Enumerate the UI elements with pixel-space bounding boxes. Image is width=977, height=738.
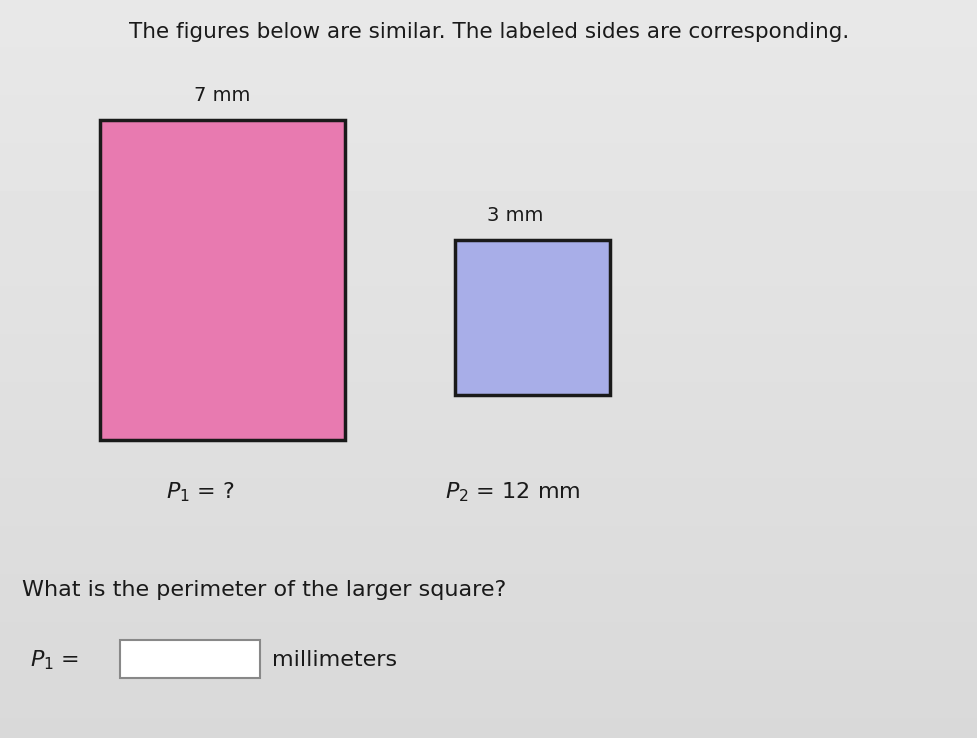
Text: 7 mm: 7 mm xyxy=(193,86,250,105)
Text: 3 mm: 3 mm xyxy=(487,206,543,225)
Text: What is the perimeter of the larger square?: What is the perimeter of the larger squa… xyxy=(21,580,506,600)
Bar xyxy=(100,120,345,440)
Text: millimeters: millimeters xyxy=(272,650,397,670)
Text: The figures below are similar. The labeled sides are corresponding.: The figures below are similar. The label… xyxy=(129,22,848,42)
Text: $P_1$ =: $P_1$ = xyxy=(30,648,79,672)
Text: $P_2$ = 12 mm: $P_2$ = 12 mm xyxy=(445,480,580,504)
Bar xyxy=(120,640,260,678)
Text: $P_1$ = ?: $P_1$ = ? xyxy=(165,480,234,504)
Bar xyxy=(454,240,610,395)
